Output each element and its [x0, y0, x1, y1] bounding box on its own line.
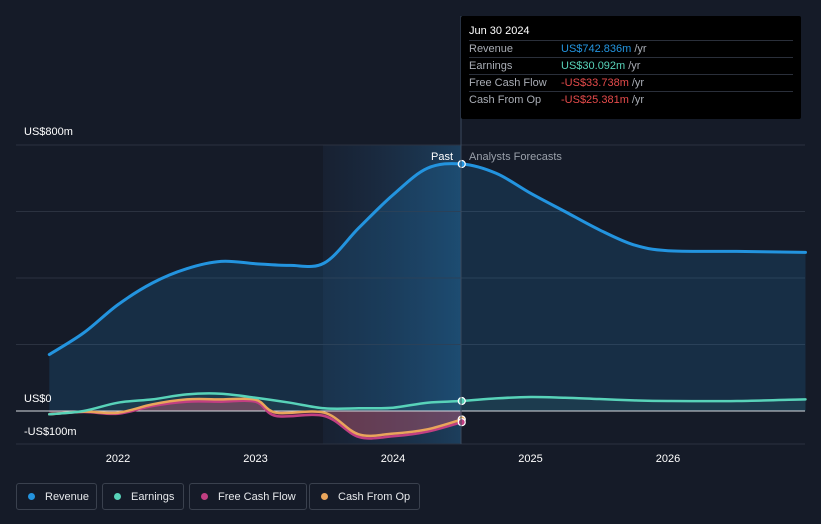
- forecast-label: Analysts Forecasts: [469, 151, 562, 163]
- series-line-earnings: [48, 392, 807, 416]
- tooltip-number: US$30.092m: [561, 60, 626, 72]
- tooltip-unit: /yr: [631, 94, 645, 106]
- series-area-revenue: [49, 163, 806, 411]
- tooltip-value: -US$25.381m/yr: [561, 92, 644, 109]
- tooltip-row-cash-from-op: Cash From Op -US$25.381m/yr: [469, 91, 793, 109]
- series-line-cash-from-op: [48, 397, 464, 438]
- tooltip-row-earnings: Earnings US$30.092m/yr: [469, 57, 793, 75]
- y-tick-label: -US$100m: [24, 426, 77, 438]
- tooltip-value: -US$33.738m/yr: [561, 75, 644, 92]
- legend-label: Cash From Op: [338, 490, 411, 503]
- tooltip-number: -US$33.738m: [561, 77, 629, 89]
- tooltip-label: Cash From Op: [469, 94, 542, 106]
- series-area-cash-from-op: [49, 398, 462, 436]
- past-label: Past: [431, 151, 453, 163]
- legend-item-revenue[interactable]: Revenue: [16, 483, 97, 510]
- tooltip-value: US$30.092m/yr: [561, 58, 640, 75]
- legend-item-cash-from-op[interactable]: Cash From Op: [309, 483, 420, 510]
- tooltip-number: US$742.836m: [561, 43, 632, 55]
- data-point-marker-free-cash-flow: [457, 418, 466, 427]
- x-tick-label: 2025: [518, 453, 542, 465]
- tooltip-number: -US$25.381m: [561, 94, 629, 106]
- tooltip-date: Jun 30 2024: [469, 25, 530, 37]
- tooltip-row-revenue: Revenue US$742.836m/yr: [469, 40, 793, 58]
- tooltip-row-free-cash-flow: Free Cash Flow -US$33.738m/yr: [469, 74, 793, 92]
- legend-label: Free Cash Flow: [218, 490, 296, 503]
- y-tick-label: US$0: [24, 393, 52, 405]
- legend-dot-icon: [321, 493, 328, 500]
- x-tick-label: 2023: [243, 453, 267, 465]
- tooltip-unit: /yr: [631, 77, 645, 89]
- data-point-marker-revenue: [457, 159, 466, 169]
- legend-item-earnings[interactable]: Earnings: [102, 483, 184, 510]
- tooltip-unit: /yr: [628, 60, 641, 72]
- series-area-free-cash-flow: [49, 400, 462, 439]
- tooltip-label: Free Cash Flow: [469, 77, 547, 89]
- x-tick-label: 2022: [106, 453, 130, 465]
- series-line-revenue: [47, 162, 807, 356]
- legend-dot-icon: [114, 493, 121, 500]
- legend-label: Revenue: [45, 490, 90, 503]
- legend-dot-icon: [201, 493, 208, 500]
- tooltip-value: US$742.836m/yr: [561, 41, 647, 58]
- legend-item-free-cash-flow[interactable]: Free Cash Flow: [189, 483, 307, 510]
- y-tick-label: US$800m: [24, 126, 73, 138]
- x-tick-label: 2026: [656, 453, 680, 465]
- tooltip-unit: /yr: [634, 43, 647, 55]
- tooltip-label: Revenue: [469, 43, 514, 55]
- data-tooltip: Jun 30 2024 Revenue US$742.836m/yr Earni…: [461, 16, 801, 119]
- data-point-marker-earnings: [457, 396, 466, 406]
- x-tick-label: 2024: [381, 453, 405, 465]
- legend-label: Earnings: [131, 490, 175, 503]
- legend-dot-icon: [28, 493, 35, 500]
- tooltip-label: Earnings: [469, 60, 513, 72]
